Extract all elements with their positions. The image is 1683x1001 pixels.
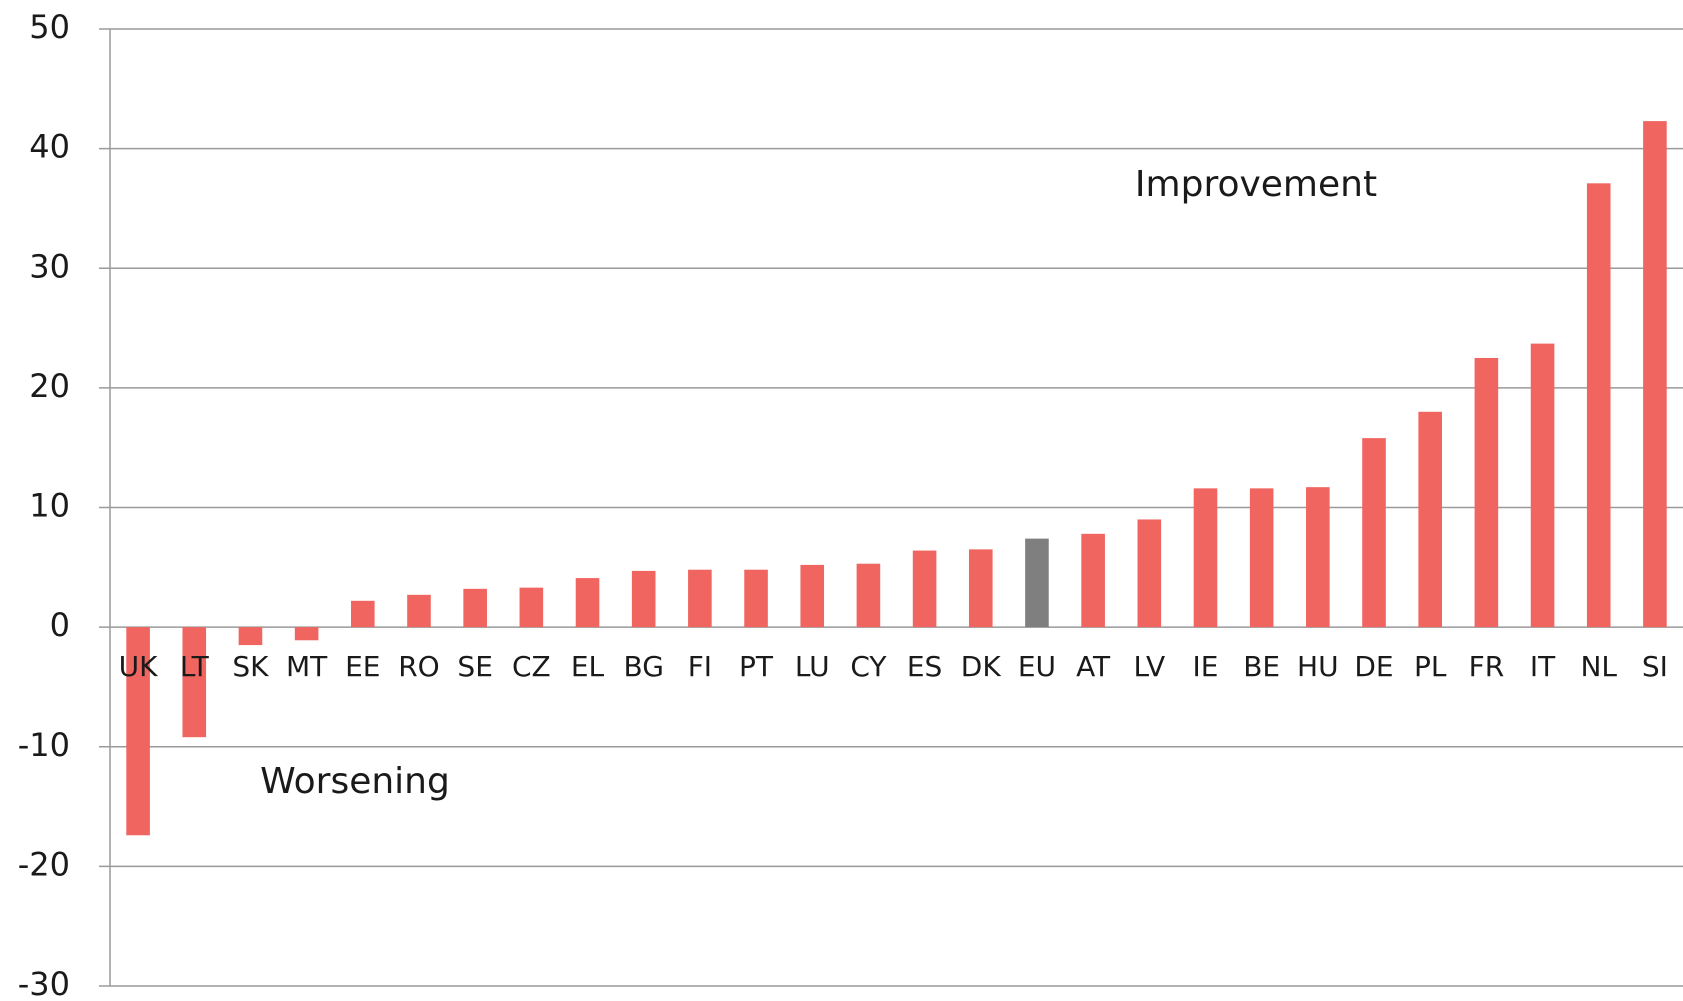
y-tick-label: 40 (29, 128, 70, 166)
bar (800, 564, 825, 628)
bar (744, 569, 768, 628)
x-tick-label: NL (1580, 650, 1617, 683)
y-tick-label: 10 (29, 487, 70, 525)
x-tick-label: EU (1018, 650, 1056, 683)
bar (1137, 519, 1162, 628)
x-tick-label: AT (1076, 650, 1111, 683)
x-tick-label: SE (457, 650, 492, 683)
x-tick-label: CY (850, 650, 887, 683)
bar (407, 594, 431, 628)
x-tick-label: FR (1469, 650, 1505, 683)
y-tick-label: -20 (18, 845, 70, 883)
x-tick-label: ES (907, 650, 942, 683)
bar (1025, 538, 1049, 628)
bar (294, 627, 319, 641)
bar (856, 563, 881, 628)
x-tick-label: SK (232, 650, 269, 683)
bar (1193, 488, 1218, 628)
x-tick-label: SI (1642, 650, 1668, 683)
x-tick-label: LT (180, 650, 210, 683)
y-tick-label: 0 (50, 606, 70, 644)
bar (182, 627, 207, 738)
y-tick-label: 50 (29, 8, 70, 46)
x-tick-label: UK (119, 650, 158, 683)
x-tick-label: LV (1133, 650, 1165, 683)
x-tick-label: MT (286, 650, 328, 683)
x-tick-label: DE (1354, 650, 1393, 683)
bar (519, 587, 544, 628)
x-tick-label: HU (1297, 650, 1339, 683)
annotation: Worsening (260, 761, 450, 802)
x-tick-label: BG (623, 650, 663, 683)
x-tick-label: EE (345, 650, 380, 683)
bar (912, 550, 937, 628)
bar (126, 627, 150, 836)
bar (238, 627, 263, 646)
x-tick-label: IT (1530, 650, 1556, 683)
bar (688, 569, 712, 628)
bar (1586, 183, 1611, 628)
x-tick-label: PL (1414, 650, 1447, 683)
bar (1643, 121, 1667, 628)
y-tick-label: 20 (29, 367, 70, 405)
x-tick-label: CZ (512, 650, 551, 683)
bar (1081, 533, 1105, 628)
bar (351, 600, 375, 628)
x-tick-label: PT (739, 650, 774, 683)
bar (1362, 438, 1386, 628)
x-tick-label: FI (688, 650, 712, 683)
x-tick-label: RO (398, 650, 440, 683)
bar (1249, 488, 1274, 628)
bar (1474, 357, 1499, 628)
annotation: Improvement (1135, 164, 1377, 205)
x-tick-label: DK (961, 650, 1002, 683)
y-tick-label: -10 (18, 726, 70, 764)
x-tick-label: BE (1243, 650, 1280, 683)
x-tick-label: IE (1193, 650, 1219, 683)
bar (968, 549, 993, 628)
bar (463, 588, 487, 628)
bar (1530, 343, 1555, 628)
y-tick-label: 30 (29, 247, 70, 285)
bar (631, 570, 656, 628)
bar (575, 578, 600, 628)
bar (1418, 411, 1442, 628)
y-tick-label: -30 (18, 965, 70, 1001)
bar (1306, 487, 1330, 628)
x-tick-label: LU (795, 650, 830, 683)
x-tick-label: EL (571, 650, 605, 683)
